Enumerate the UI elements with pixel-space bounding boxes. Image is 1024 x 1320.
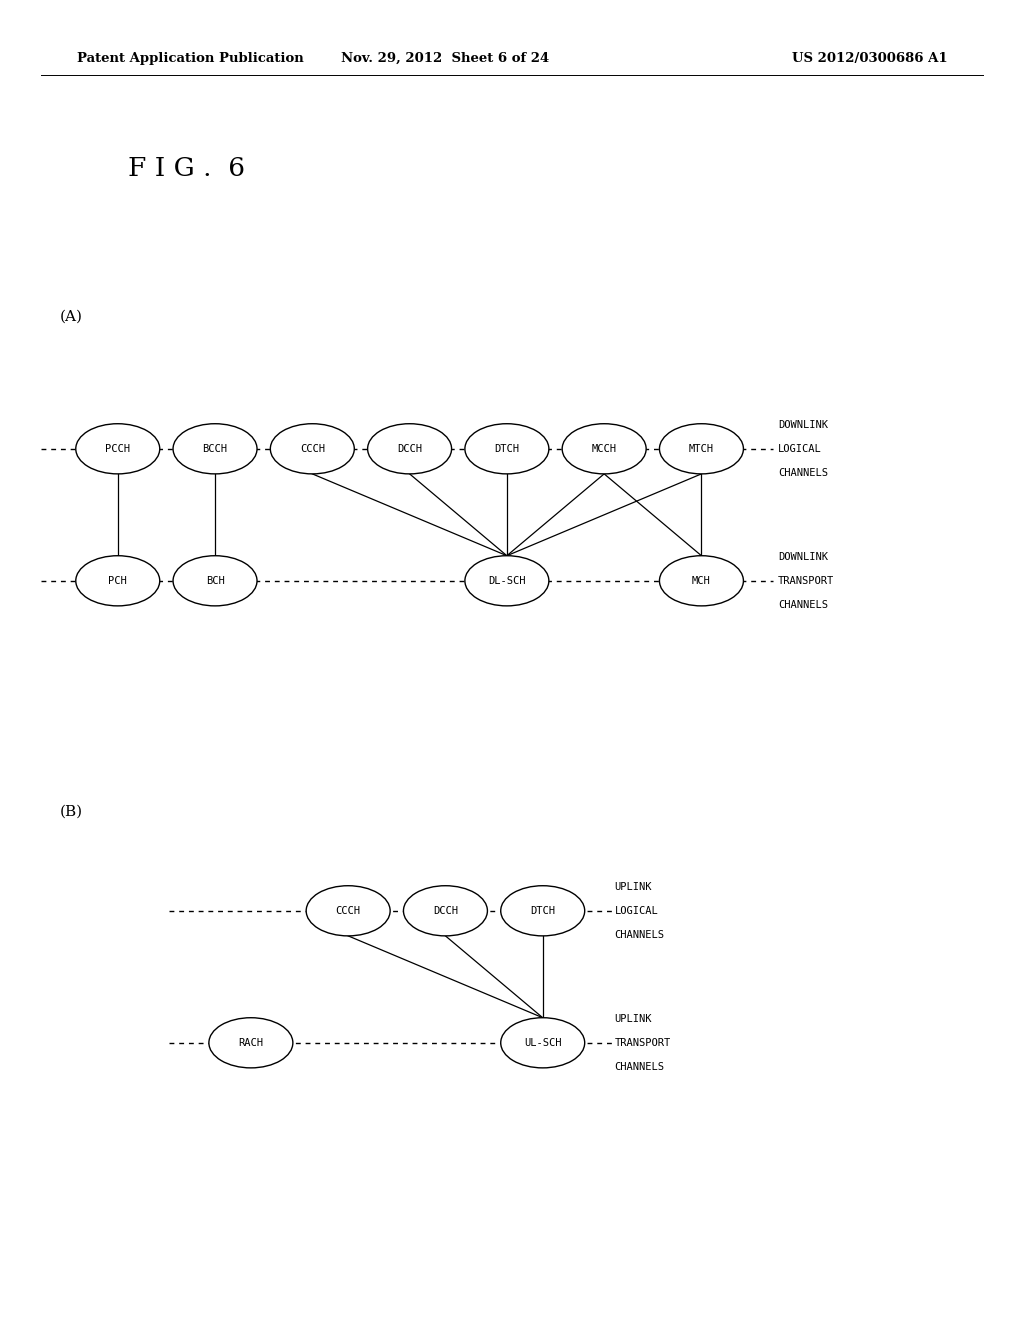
Ellipse shape (465, 424, 549, 474)
Text: LOGICAL: LOGICAL (614, 906, 658, 916)
Text: MTCH: MTCH (689, 444, 714, 454)
Text: RACH: RACH (239, 1038, 263, 1048)
Text: MCCH: MCCH (592, 444, 616, 454)
Text: UPLINK: UPLINK (614, 1014, 652, 1024)
Text: DOWNLINK: DOWNLINK (778, 420, 828, 430)
Text: Nov. 29, 2012  Sheet 6 of 24: Nov. 29, 2012 Sheet 6 of 24 (341, 51, 550, 65)
Text: (A): (A) (59, 310, 82, 323)
Ellipse shape (403, 886, 487, 936)
Text: BCH: BCH (206, 576, 224, 586)
Ellipse shape (270, 424, 354, 474)
Ellipse shape (173, 556, 257, 606)
Text: PCCH: PCCH (105, 444, 130, 454)
Ellipse shape (76, 424, 160, 474)
Ellipse shape (659, 424, 743, 474)
Text: BCCH: BCCH (203, 444, 227, 454)
Text: DTCH: DTCH (495, 444, 519, 454)
Text: CCCH: CCCH (300, 444, 325, 454)
Ellipse shape (465, 556, 549, 606)
Ellipse shape (501, 886, 585, 936)
Text: DL-SCH: DL-SCH (488, 576, 525, 586)
Text: TRANSPORT: TRANSPORT (614, 1038, 671, 1048)
Ellipse shape (659, 556, 743, 606)
Text: LOGICAL: LOGICAL (778, 444, 822, 454)
Ellipse shape (562, 424, 646, 474)
Ellipse shape (501, 1018, 585, 1068)
Text: US 2012/0300686 A1: US 2012/0300686 A1 (792, 51, 947, 65)
Text: CHANNELS: CHANNELS (778, 599, 828, 610)
Text: DCCH: DCCH (397, 444, 422, 454)
Text: (B): (B) (59, 805, 83, 818)
Ellipse shape (173, 424, 257, 474)
Ellipse shape (209, 1018, 293, 1068)
Text: CHANNELS: CHANNELS (614, 1061, 665, 1072)
Ellipse shape (368, 424, 452, 474)
Ellipse shape (76, 556, 160, 606)
Text: CHANNELS: CHANNELS (614, 929, 665, 940)
Text: CCCH: CCCH (336, 906, 360, 916)
Text: CHANNELS: CHANNELS (778, 467, 828, 478)
Text: Patent Application Publication: Patent Application Publication (77, 51, 303, 65)
Text: DOWNLINK: DOWNLINK (778, 552, 828, 562)
Text: DCCH: DCCH (433, 906, 458, 916)
Ellipse shape (306, 886, 390, 936)
Text: UPLINK: UPLINK (614, 882, 652, 892)
Text: MCH: MCH (692, 576, 711, 586)
Text: DTCH: DTCH (530, 906, 555, 916)
Text: F I G .  6: F I G . 6 (128, 157, 245, 181)
Text: TRANSPORT: TRANSPORT (778, 576, 835, 586)
Text: UL-SCH: UL-SCH (524, 1038, 561, 1048)
Text: PCH: PCH (109, 576, 127, 586)
